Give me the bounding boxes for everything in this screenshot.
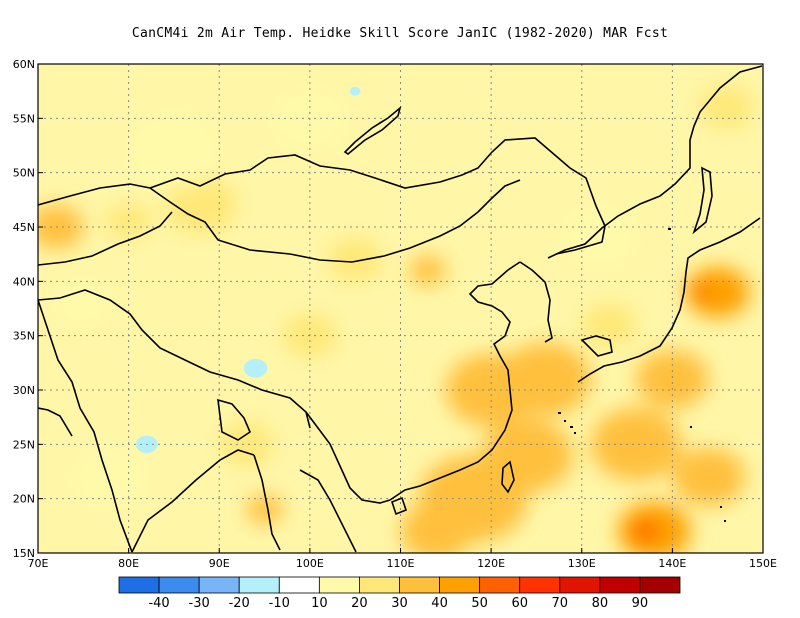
skill-patch-13 xyxy=(500,342,591,416)
colorbar-label: -30 xyxy=(189,596,210,611)
lat-tick-label: 45N xyxy=(13,221,35,234)
lon-tick-label: 110E xyxy=(387,557,415,570)
colorbar-swatch xyxy=(118,576,160,594)
colorbar-label: -20 xyxy=(229,596,250,611)
colorbar-swatch xyxy=(399,576,440,594)
colorbar-swatch xyxy=(639,576,681,594)
colorbar-label: 70 xyxy=(552,596,569,611)
colorbar-swatch xyxy=(439,576,481,594)
skill-patch-16 xyxy=(400,502,473,553)
colorbar-swatch xyxy=(238,576,280,594)
lat-tick-label: 30N xyxy=(13,384,35,397)
colorbar-label: 30 xyxy=(391,596,408,611)
colorbar-label: 10 xyxy=(311,596,328,611)
lat-tick-label: 25N xyxy=(13,438,35,451)
colorbar-label: 90 xyxy=(632,596,649,611)
colorbar-label: 50 xyxy=(471,596,488,611)
colorbar-swatch xyxy=(198,576,240,594)
colorbar-label: -40 xyxy=(148,596,169,611)
colorbar-label: 20 xyxy=(351,596,368,611)
lat-tick-label: 20N xyxy=(13,493,35,506)
small-islands xyxy=(558,228,726,522)
lon-tick-label: 70E xyxy=(28,557,49,570)
lon-tick-label: 150E xyxy=(749,557,777,570)
map-plot-area xyxy=(38,64,763,553)
lat-tick-label: 60N xyxy=(13,58,35,71)
plot-title: CanCM4i 2m Air Temp. Heidke Skill Score … xyxy=(131,26,669,41)
skill-patch-6 xyxy=(328,237,383,282)
skill-patch-22 xyxy=(685,266,750,318)
colorbar-swatch xyxy=(479,576,521,594)
negative-patch-2 xyxy=(349,86,361,96)
latitude-axis: 15N 20N 25N 30N 35N 40N 45N 50N 55N 60N xyxy=(13,58,43,560)
lon-tick-label: 120E xyxy=(477,557,505,570)
colorbar-swatch xyxy=(519,576,561,594)
lon-tick-label: 80E xyxy=(118,557,139,570)
skill-patch-11 xyxy=(74,447,147,506)
lat-tick-label: 35N xyxy=(13,330,35,343)
skill-patch-3 xyxy=(56,281,111,325)
skill-patch-0 xyxy=(38,205,84,249)
lat-tick-label: 55N xyxy=(13,112,35,125)
colorbar-swatch xyxy=(158,576,200,594)
longitude-axis: 70E 80E 90E 100E 110E 120E 130E 140E 150E xyxy=(28,548,777,570)
colorbar: -40 -30 -20 -10 10 20 30 40 50 60 70 80 90 xyxy=(118,576,681,611)
colorbar-swatch xyxy=(318,576,360,594)
skill-patch-18 xyxy=(636,350,709,409)
colorbar-label: 60 xyxy=(511,596,528,611)
skill-patch-19 xyxy=(672,447,745,506)
lon-tick-label: 90E xyxy=(209,557,230,570)
coastlines xyxy=(38,65,763,553)
lon-tick-label: 140E xyxy=(658,557,686,570)
lat-tick-label: 40N xyxy=(13,275,35,288)
colorbar-label: 40 xyxy=(431,596,448,611)
skill-patch-24 xyxy=(699,85,754,130)
skill-patch-21 xyxy=(634,522,657,540)
colorbar-swatch xyxy=(559,576,601,594)
colorbar-label: -10 xyxy=(269,596,290,611)
colorbar-swatch xyxy=(599,576,641,594)
colorbar-swatch xyxy=(278,576,320,594)
lon-tick-label: 130E xyxy=(568,557,596,570)
skill-patch-10 xyxy=(246,495,283,525)
lat-tick-label: 50N xyxy=(13,167,35,180)
skill-patch-23 xyxy=(690,284,709,300)
lat-tick-label: 15N xyxy=(13,547,35,560)
lon-tick-label: 100E xyxy=(296,557,324,570)
skill-patch-4 xyxy=(128,114,220,188)
negative-patch-0 xyxy=(243,358,268,378)
skill-patch-17 xyxy=(590,408,682,481)
colorbar-label: 80 xyxy=(592,596,609,611)
skill-patch-7 xyxy=(409,255,446,285)
colorbar-swatch xyxy=(359,576,400,594)
skill-patch-25 xyxy=(563,208,637,267)
skill-patch-9 xyxy=(219,422,274,467)
